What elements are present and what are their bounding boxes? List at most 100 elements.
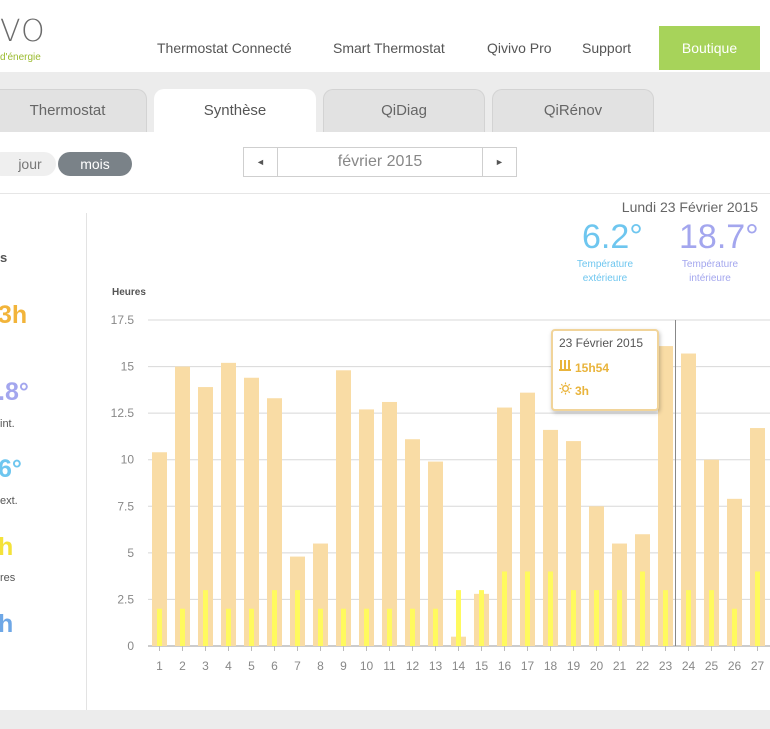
- int-temp-label-line1: Température: [681, 259, 739, 270]
- tab-qidiag[interactable]: QiDiag: [323, 89, 485, 132]
- y-tick-label: 2.5: [117, 592, 134, 606]
- heating-hours-bar: [589, 506, 604, 646]
- sun-hours-bar: [387, 608, 392, 646]
- logo[interactable]: VO: [0, 14, 46, 49]
- tab-strip: Thermostat Synthèse QiDiag QiRénov: [0, 72, 770, 132]
- heating-hours-bar: [704, 459, 719, 646]
- heating-hours-bar: [658, 346, 673, 646]
- x-tick-label: 21: [613, 659, 627, 673]
- heating-hours-bar: [336, 370, 351, 646]
- radiator-icon: [559, 359, 575, 375]
- x-tick-label: 23: [659, 659, 673, 673]
- x-tick-label: 25: [705, 659, 719, 673]
- y-tick-label: 15: [121, 360, 135, 374]
- heating-hours-bar: [566, 441, 581, 646]
- sun-hours-bar: [249, 608, 254, 646]
- tab-qirenov[interactable]: QiRénov: [492, 89, 654, 132]
- tab-thermostat[interactable]: Thermostat: [0, 89, 147, 132]
- heating-hours-bar: [727, 498, 742, 646]
- period-day-toggle[interactable]: jour: [0, 152, 56, 176]
- ext-temp-value: 6.2°: [582, 218, 643, 256]
- sun-hours-value: h: [0, 533, 13, 562]
- date-navigator: ◄ février 2015 ►: [243, 147, 517, 177]
- sun-hours-bar: [525, 571, 530, 646]
- int-temp-label: Température intérieure: [665, 258, 755, 286]
- heating-hours-bar: [382, 401, 397, 646]
- ext-temp-label-line2: extérieure: [582, 273, 628, 284]
- y-tick-label: 10: [121, 453, 135, 467]
- sun-hours-bar: [410, 608, 415, 646]
- x-tick-label: 22: [636, 659, 650, 673]
- sun-hours-bar: [732, 608, 737, 646]
- nav-link-thermostat-connecte[interactable]: Thermostat Connecté: [157, 40, 292, 56]
- heating-hours-bar: [428, 461, 443, 646]
- sun-hours-bar: [617, 590, 622, 646]
- tooltip-heating-value: 15h54: [575, 361, 610, 375]
- x-tick-label: 24: [682, 659, 696, 673]
- y-tick-label: 5: [127, 546, 134, 560]
- x-tick-label: 4: [225, 659, 232, 673]
- x-tick-label: 5: [248, 659, 255, 673]
- x-tick-label: 7: [294, 659, 301, 673]
- y-tick-label: 17.5: [111, 313, 135, 327]
- selected-date: Lundi 23 Février 2015: [621, 199, 758, 215]
- x-tick-label: 18: [544, 659, 558, 673]
- sun-hours-bar: [502, 571, 507, 646]
- synthesis-content: s 3h .8° int. 6° ext. h res h Lundi 23 F…: [0, 195, 770, 710]
- sun-hours-bar: [548, 571, 553, 646]
- previous-month-arrow-icon[interactable]: ◄: [244, 148, 278, 176]
- heating-hours-bar: [405, 439, 420, 646]
- sun-hours-bar: [272, 590, 277, 646]
- heating-hours-bar: [681, 353, 696, 646]
- x-tick-label: 12: [406, 659, 420, 673]
- tab-synthese[interactable]: Synthèse: [154, 89, 316, 132]
- sun-hours-bar: [571, 590, 576, 646]
- heating-hours-bar: [198, 387, 213, 646]
- nav-link-support[interactable]: Support: [582, 40, 632, 56]
- sun-hours-bar: [433, 608, 438, 646]
- summary-heading: s: [0, 250, 8, 265]
- x-tick-label: 10: [360, 659, 374, 673]
- heating-hours-bar: [520, 392, 535, 646]
- tooltip-heating-row: 15h54: [559, 359, 609, 375]
- tooltip-date: 23 Février 2015: [559, 336, 644, 350]
- sun-hours-bar: [755, 571, 760, 646]
- avg-int-temp-label: int.: [0, 418, 15, 430]
- heating-hours-bar: [221, 362, 236, 646]
- x-tick-label: 2: [179, 659, 186, 673]
- period-month-toggle[interactable]: mois: [58, 152, 132, 176]
- x-tick-label: 3: [202, 659, 209, 673]
- sun-hours-bar: [295, 590, 300, 646]
- heating-hours-bar: [267, 398, 282, 646]
- x-tick-label: 1: [156, 659, 163, 673]
- sun-hours-bar: [341, 608, 346, 646]
- x-tick-label: 19: [567, 659, 581, 673]
- heating-hours-bar: [244, 377, 259, 646]
- tooltip-sun-row: 3h: [559, 382, 589, 398]
- sun-hours-bar: [663, 590, 668, 646]
- heating-hours-bar: [750, 428, 765, 646]
- shop-button[interactable]: Boutique: [659, 26, 760, 70]
- int-temp-value: 18.7°: [679, 218, 759, 256]
- heating-hours-bar: [359, 409, 374, 646]
- heating-hours-bar: [543, 429, 558, 646]
- x-tick-label: 20: [590, 659, 604, 673]
- nav-link-qivivo-pro[interactable]: Qivivo Pro: [487, 40, 552, 56]
- sun-hours-bar: [157, 608, 162, 646]
- monthly-summary-panel: s 3h .8° int. 6° ext. h res h: [0, 213, 87, 710]
- avg-ext-temp-label: ext.: [0, 495, 18, 507]
- x-tick-label: 13: [429, 659, 443, 673]
- sun-hours-bar: [479, 590, 484, 646]
- ext-temp-label: Température extérieure: [560, 258, 650, 286]
- tooltip-sun-value: 3h: [575, 384, 590, 398]
- y-tick-label: 7.5: [117, 499, 134, 513]
- int-temp-label-line2: intérieure: [689, 273, 731, 284]
- x-tick-label: 16: [498, 659, 512, 673]
- page-footer-bar: [0, 710, 770, 729]
- sun-hours-bar: [203, 590, 208, 646]
- y-tick-label: 12.5: [111, 406, 135, 420]
- next-month-arrow-icon[interactable]: ►: [482, 148, 516, 176]
- sun-hours-bar: [180, 608, 185, 646]
- nav-link-smart-thermostat[interactable]: Smart Thermostat: [333, 40, 445, 56]
